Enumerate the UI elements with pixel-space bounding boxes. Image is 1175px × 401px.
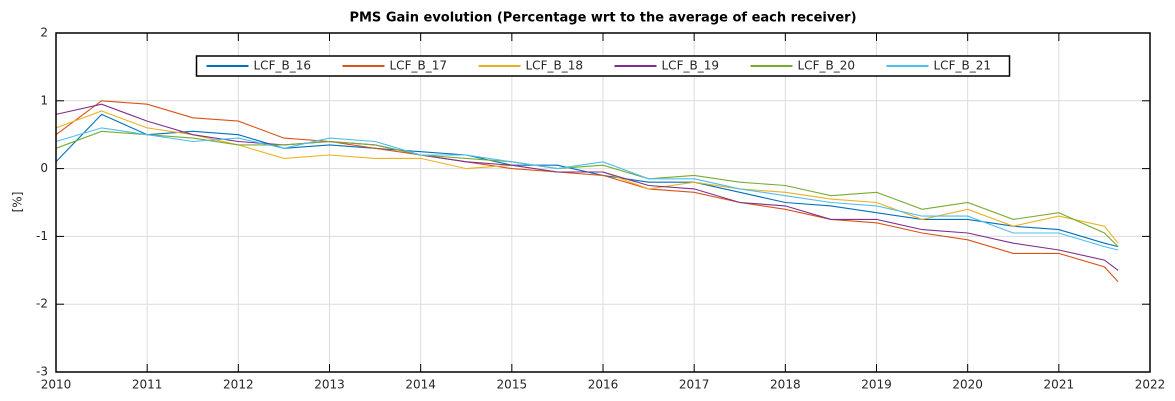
legend-label: LCF_B_16 [254,59,311,73]
chart-title: PMS Gain evolution (Percentage wrt to th… [349,11,856,26]
y-axis-label: [%] [11,192,25,213]
data-line [55,127,1119,251]
legend-label: LCF_B_18 [526,59,583,73]
data-line [55,103,1119,271]
x-tick-label: 2014 [405,378,436,392]
y-tick-label: -3 [36,365,48,379]
x-tick-label: 2022 [1135,378,1166,392]
legend-label: LCF_B_21 [934,59,991,73]
legend-label: LCF_B_20 [798,59,855,73]
y-tick-label: 2 [40,26,48,40]
data-line [55,130,1119,247]
x-tick-label: 2018 [770,378,801,392]
legend: LCF_B_16 LCF_B_17 LCF_B_18 LCF_B_19 LCF_B_20… [195,55,1011,77]
y-tick-label: -2 [36,297,48,311]
x-tick-label: 2019 [861,378,892,392]
data-line [55,100,1119,283]
x-tick-label: 2013 [314,378,345,392]
legend-label: LCF_B_19 [662,59,719,73]
plot-frame [55,32,1151,373]
x-tick-label: 2017 [679,378,710,392]
legend-box [195,55,1011,77]
x-tick-label: 2015 [497,378,528,392]
x-tick-label: 2016 [588,378,619,392]
x-tick-label: 2012 [223,378,254,392]
y-tick-label: 1 [40,93,48,107]
y-tick-label: -1 [36,229,48,243]
x-tick-label: 2020 [952,378,983,392]
legend-label: LCF_B_17 [390,59,447,73]
x-tick-label: 2021 [1044,378,1075,392]
y-tick-label: 0 [40,161,48,175]
x-tick-label: 2010 [41,378,72,392]
x-tick-label: 2011 [132,378,163,392]
